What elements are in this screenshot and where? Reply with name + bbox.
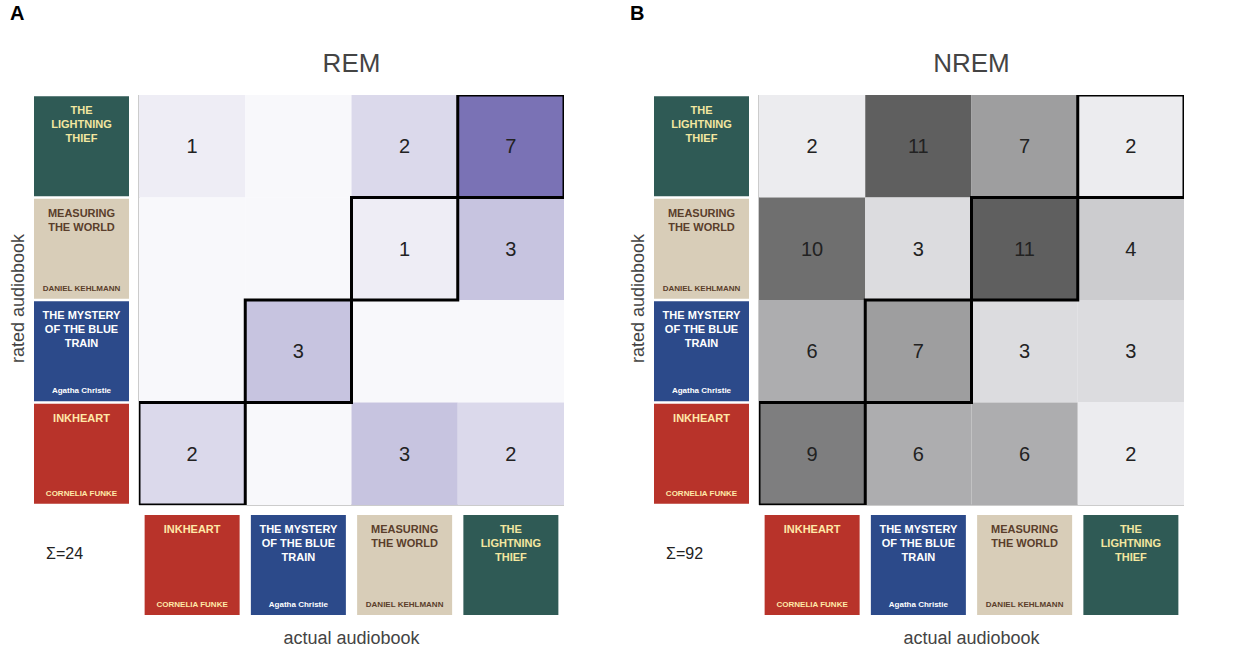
svg-text:THIEF: THIEF	[66, 132, 98, 144]
svg-text:MEASURING: MEASURING	[371, 523, 438, 535]
svg-text:7: 7	[1019, 135, 1030, 157]
svg-text:11: 11	[1014, 238, 1035, 260]
svg-text:3: 3	[399, 443, 410, 465]
html-text:B: B	[630, 2, 645, 24]
svg-text:INKHEART: INKHEART	[53, 412, 110, 424]
svg-text:OF THE BLUE: OF THE BLUE	[45, 323, 118, 335]
svg-text:THE MYSTERY: THE MYSTERY	[879, 523, 957, 535]
svg-text:MEASURING: MEASURING	[668, 207, 735, 219]
svg-text:THIEF: THIEF	[1115, 551, 1147, 563]
svg-text:THE MYSTERY: THE MYSTERY	[259, 523, 337, 535]
svg-text:DANIEL KEHLMANN: DANIEL KEHLMANN	[663, 284, 741, 293]
svg-text:3: 3	[1125, 340, 1136, 362]
svg-text:THE: THE	[691, 104, 713, 116]
svg-text:TRAIN: TRAIN	[282, 551, 316, 563]
svg-text:THE MYSTERY: THE MYSTERY	[663, 309, 741, 321]
svg-text:Agatha Christie: Agatha Christie	[52, 386, 112, 395]
svg-text:11: 11	[908, 135, 929, 157]
html-text:rated audiobook: rated audiobook	[627, 234, 648, 364]
svg-text:LIGHTNING: LIGHTNING	[51, 118, 112, 130]
svg-text:THE WORLD: THE WORLD	[991, 537, 1058, 549]
html-text:NREM: NREM	[933, 48, 1010, 78]
svg-text:2: 2	[1125, 135, 1136, 157]
svg-text:6: 6	[1019, 443, 1030, 465]
svg-text:OF THE BLUE: OF THE BLUE	[665, 323, 738, 335]
svg-text:TRAIN: TRAIN	[685, 337, 719, 349]
svg-text:4: 4	[1125, 238, 1136, 260]
svg-text:THE: THE	[71, 104, 93, 116]
svg-text:3: 3	[293, 340, 304, 362]
svg-text:CORNELIA FUNKE: CORNELIA FUNKE	[46, 489, 118, 498]
svg-text:2: 2	[399, 135, 410, 157]
svg-text:DANIEL KEHLMANN: DANIEL KEHLMANN	[43, 284, 121, 293]
svg-text:THIEF: THIEF	[686, 132, 718, 144]
svg-text:6: 6	[807, 340, 818, 362]
html-text:rated audiobook: rated audiobook	[7, 234, 28, 364]
svg-text:LIGHTNING: LIGHTNING	[671, 118, 732, 130]
svg-text:10: 10	[801, 238, 823, 260]
svg-text:THE WORLD: THE WORLD	[668, 221, 735, 233]
svg-text:3: 3	[505, 238, 516, 260]
svg-text:CORNELIA FUNKE: CORNELIA FUNKE	[156, 600, 228, 609]
svg-text:THE WORLD: THE WORLD	[371, 537, 438, 549]
svg-text:1: 1	[399, 238, 410, 260]
svg-text:Agatha Christie: Agatha Christie	[672, 386, 732, 395]
html-text:Σ=24: Σ=24	[46, 545, 83, 562]
svg-text:2: 2	[505, 443, 516, 465]
svg-text:THE MYSTERY: THE MYSTERY	[43, 309, 121, 321]
svg-text:DANIEL KEHLMANN: DANIEL KEHLMANN	[986, 600, 1064, 609]
html-text:REM: REM	[322, 48, 381, 78]
html-text:actual audiobook: actual audiobook	[903, 628, 1040, 648]
svg-text:Agatha Christie: Agatha Christie	[889, 600, 949, 609]
svg-text:2: 2	[1125, 443, 1136, 465]
svg-text:LIGHTNING: LIGHTNING	[1101, 537, 1162, 549]
svg-text:TRAIN: TRAIN	[902, 551, 936, 563]
svg-text:THIEF: THIEF	[495, 551, 527, 563]
svg-text:3: 3	[913, 238, 924, 260]
svg-text:2: 2	[187, 443, 198, 465]
svg-text:THE: THE	[500, 523, 522, 535]
html-text:actual audiobook: actual audiobook	[283, 628, 420, 648]
svg-text:INKHEART: INKHEART	[673, 412, 730, 424]
svg-text:THE: THE	[1120, 523, 1142, 535]
svg-text:DANIEL KEHLMANN: DANIEL KEHLMANN	[366, 600, 444, 609]
svg-text:OF THE BLUE: OF THE BLUE	[882, 537, 955, 549]
svg-text:Agatha Christie: Agatha Christie	[269, 600, 329, 609]
svg-text:OF THE BLUE: OF THE BLUE	[262, 537, 335, 549]
svg-text:CORNELIA FUNKE: CORNELIA FUNKE	[776, 600, 848, 609]
html-text:A: A	[10, 2, 25, 24]
svg-text:INKHEART: INKHEART	[164, 523, 221, 535]
svg-text:6: 6	[913, 443, 924, 465]
svg-text:3: 3	[1019, 340, 1030, 362]
svg-text:LIGHTNING: LIGHTNING	[481, 537, 542, 549]
svg-text:INKHEART: INKHEART	[784, 523, 841, 535]
html-text:Σ=92: Σ=92	[666, 545, 703, 562]
svg-text:THE WORLD: THE WORLD	[48, 221, 115, 233]
svg-text:1: 1	[187, 135, 198, 157]
svg-text:CORNELIA FUNKE: CORNELIA FUNKE	[666, 489, 738, 498]
svg-text:MEASURING: MEASURING	[48, 207, 115, 219]
svg-text:7: 7	[505, 135, 516, 157]
svg-text:2: 2	[807, 135, 818, 157]
svg-text:TRAIN: TRAIN	[65, 337, 99, 349]
svg-text:9: 9	[807, 443, 818, 465]
svg-text:MEASURING: MEASURING	[991, 523, 1058, 535]
svg-text:7: 7	[913, 340, 924, 362]
